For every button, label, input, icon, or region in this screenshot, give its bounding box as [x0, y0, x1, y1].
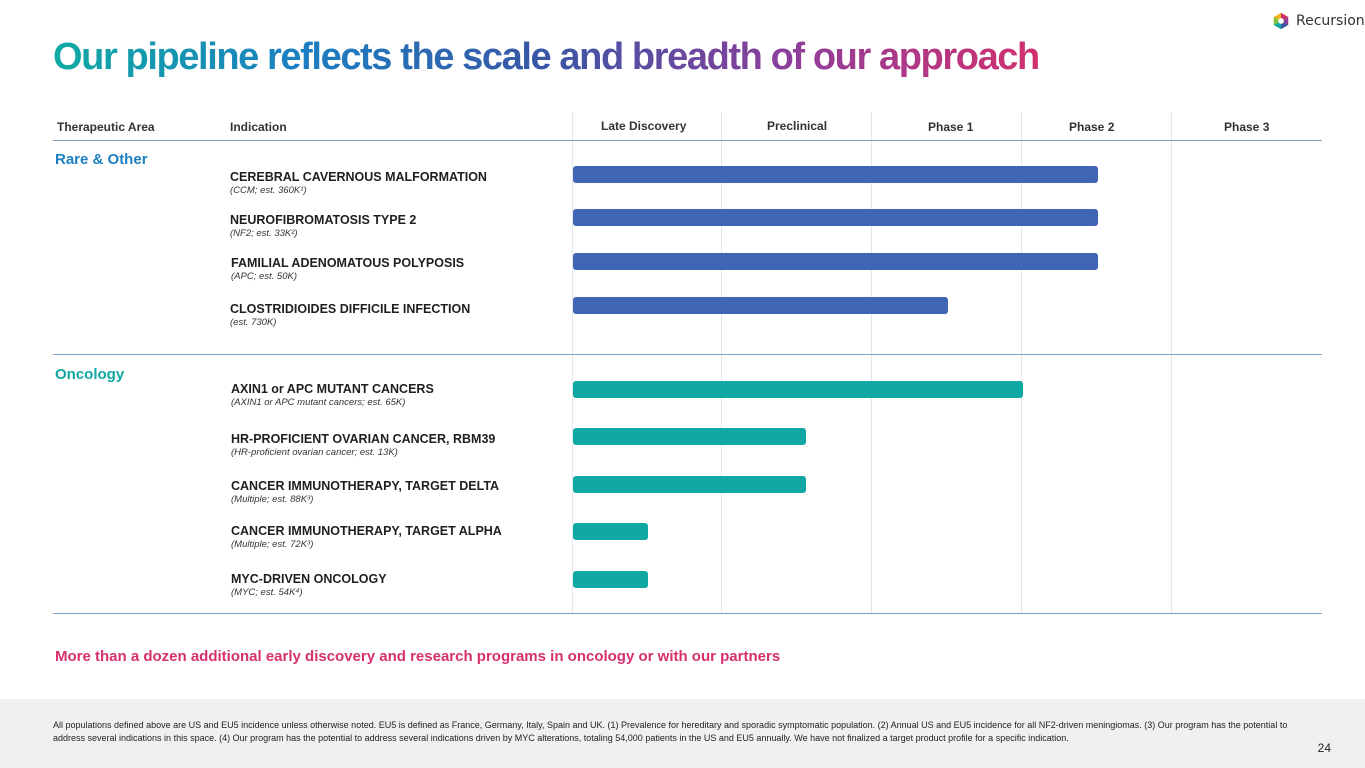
indication-name: AXIN1 or APC MUTANT CANCERS — [231, 382, 434, 396]
progress-bar-rbm39 — [573, 428, 806, 445]
progress-bar-target-alpha — [573, 523, 648, 540]
header-phase-1: Phase 1 — [928, 120, 974, 134]
progress-bar-nf2 — [573, 209, 1098, 226]
section-divider — [53, 354, 1322, 355]
indication-name: CANCER IMMUNOTHERAPY, TARGET DELTA — [231, 479, 500, 493]
header-therapeutic-area: Therapeutic Area — [57, 120, 155, 134]
page-title: Our pipeline reflects the scale and brea… — [53, 36, 1040, 78]
indication-detail: (APC; est. 50K) — [231, 271, 297, 282]
grid-line — [572, 112, 573, 613]
indication-name: NEUROFIBROMATOSIS TYPE 2 — [230, 213, 417, 227]
progress-bar-myc — [573, 571, 648, 588]
indication-name: FAMILIAL ADENOMATOUS POLYPOSIS — [231, 256, 465, 270]
section-label-oncology: Oncology — [55, 366, 125, 383]
progress-bar-axin1-apc — [573, 381, 1023, 398]
tagline: More than a dozen additional early disco… — [55, 648, 781, 665]
indication-name: CANCER IMMUNOTHERAPY, TARGET ALPHA — [231, 524, 502, 538]
indication-detail: (Multiple; est. 88K³) — [231, 494, 314, 505]
indication-detail: (MYC; est. 54K⁴) — [231, 587, 303, 598]
indication-detail: (CCM; est. 360K¹) — [230, 185, 307, 196]
progress-bar-c-diff — [573, 297, 948, 314]
grid-line — [1021, 112, 1022, 613]
progress-bar-apc — [573, 253, 1098, 270]
indication-name: MYC-DRIVEN ONCOLOGY — [231, 572, 387, 586]
indication-detail: (AXIN1 or APC mutant cancers; est. 65K) — [231, 397, 406, 408]
indication-name: HR-PROFICIENT OVARIAN CANCER, RBM39 — [231, 432, 496, 446]
grid-line — [721, 112, 722, 613]
header-preclinical: Preclinical — [767, 119, 828, 133]
indication-name: CEREBRAL CAVERNOUS MALFORMATION — [230, 170, 487, 184]
indication-detail: (NF2; est. 33K²) — [230, 228, 298, 239]
header-phase-2: Phase 2 — [1069, 120, 1115, 134]
logo-wordmark: Recursion — [1296, 13, 1365, 29]
header-divider — [53, 140, 1322, 141]
header-phase-3: Phase 3 — [1224, 120, 1270, 134]
section-label-rare: Rare & Other — [55, 151, 148, 168]
footnote: All populations defined above are US and… — [53, 720, 1288, 743]
page-number: 24 — [1317, 741, 1331, 755]
indication-detail: (HR-proficient ovarian cancer; est. 13K) — [231, 447, 398, 458]
header-late-discovery: Late Discovery — [601, 119, 687, 133]
progress-bar-target-delta — [573, 476, 806, 493]
table-bottom-divider — [53, 613, 1322, 614]
indication-detail: (est. 730K) — [230, 317, 277, 328]
hexagon-logo-icon — [1273, 12, 1289, 30]
indication-name: CLOSTRIDIOIDES DIFFICILE INFECTION — [230, 302, 471, 316]
grid-line — [1171, 112, 1172, 613]
header-indication: Indication — [230, 120, 287, 134]
recursion-logo: Recursion — [1272, 10, 1365, 32]
indication-detail: (Multiple; est. 72K³) — [231, 539, 314, 550]
progress-bar-ccm — [573, 166, 1098, 183]
grid-line — [871, 112, 872, 613]
footer: All populations defined above are US and… — [0, 699, 1365, 768]
